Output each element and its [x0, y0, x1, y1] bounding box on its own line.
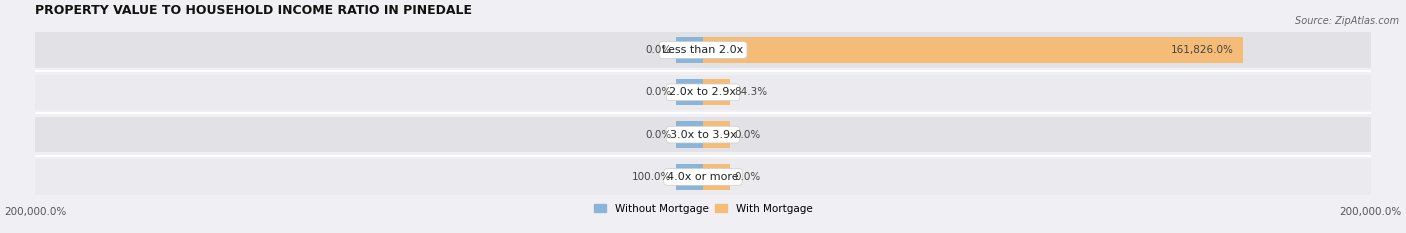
Bar	[676, 164, 703, 190]
Text: 161,826.0%: 161,826.0%	[1170, 45, 1233, 55]
Bar	[35, 32, 1371, 68]
Text: Source: ZipAtlas.com: Source: ZipAtlas.com	[1295, 16, 1399, 26]
Text: 84.3%: 84.3%	[735, 87, 768, 97]
Text: 3.0x to 3.9x: 3.0x to 3.9x	[669, 130, 737, 140]
Bar	[703, 79, 730, 105]
Text: Less than 2.0x: Less than 2.0x	[662, 45, 744, 55]
Bar	[676, 121, 703, 148]
Bar	[35, 117, 1371, 152]
Bar	[703, 164, 730, 190]
Text: 4.0x or more: 4.0x or more	[668, 172, 738, 182]
Text: 0.0%: 0.0%	[645, 87, 671, 97]
Bar	[676, 79, 703, 105]
Text: PROPERTY VALUE TO HOUSEHOLD INCOME RATIO IN PINEDALE: PROPERTY VALUE TO HOUSEHOLD INCOME RATIO…	[35, 4, 472, 17]
Text: 2.0x to 2.9x: 2.0x to 2.9x	[669, 87, 737, 97]
Text: 0.0%: 0.0%	[735, 130, 761, 140]
Bar	[35, 75, 1371, 110]
Text: 0.0%: 0.0%	[735, 172, 761, 182]
Bar	[703, 37, 1243, 63]
Text: 0.0%: 0.0%	[645, 45, 671, 55]
Bar	[35, 159, 1371, 195]
Bar	[703, 121, 730, 148]
Legend: Without Mortgage, With Mortgage: Without Mortgage, With Mortgage	[593, 204, 813, 214]
Text: 0.0%: 0.0%	[645, 130, 671, 140]
Text: 100.0%: 100.0%	[631, 172, 671, 182]
Bar	[676, 37, 703, 63]
